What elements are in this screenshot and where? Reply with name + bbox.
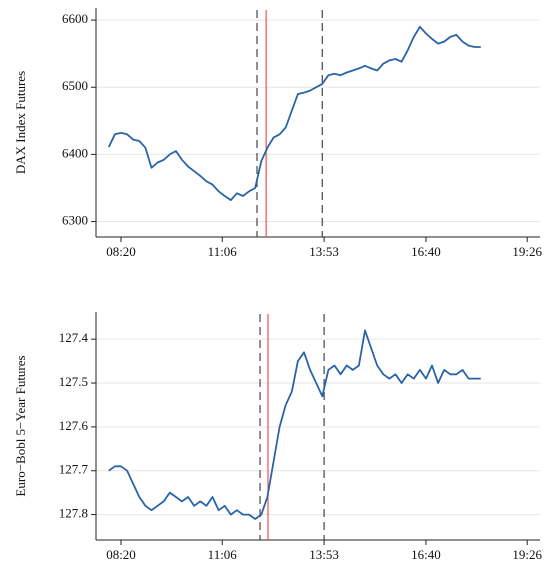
y-tick-label: 6500 xyxy=(62,78,88,93)
y-tick-label: 6400 xyxy=(62,145,88,160)
x-tick-label: 13:53 xyxy=(309,244,339,259)
x-tick-label: 19:26 xyxy=(512,547,542,562)
y-axis-label: DAX Index Futures xyxy=(13,71,28,174)
y-axis-label: Euro−Bobl 5−Year Futures xyxy=(13,355,28,496)
y-tick-label: 127.7 xyxy=(59,462,89,477)
x-tick-label: 13:53 xyxy=(309,547,339,562)
data-line xyxy=(107,25,481,201)
y-tick-label: 127.5 xyxy=(59,374,88,389)
x-tick-label: 16:40 xyxy=(411,244,441,259)
x-tick-label: 16:40 xyxy=(411,547,441,562)
x-tick-label: 19:26 xyxy=(512,244,542,259)
y-tick-label: 6600 xyxy=(62,11,88,26)
y-tick-label: 6300 xyxy=(62,213,88,228)
x-tick-label: 08:20 xyxy=(106,547,136,562)
x-tick-label: 11:06 xyxy=(208,547,238,562)
y-tick-label: 127.6 xyxy=(59,418,89,433)
data-line xyxy=(108,329,481,520)
y-tick-label: 127.4 xyxy=(59,330,89,345)
x-tick-label: 11:06 xyxy=(208,244,238,259)
y-tick-label: 127.8 xyxy=(59,506,88,521)
x-tick-label: 08:20 xyxy=(106,244,136,259)
